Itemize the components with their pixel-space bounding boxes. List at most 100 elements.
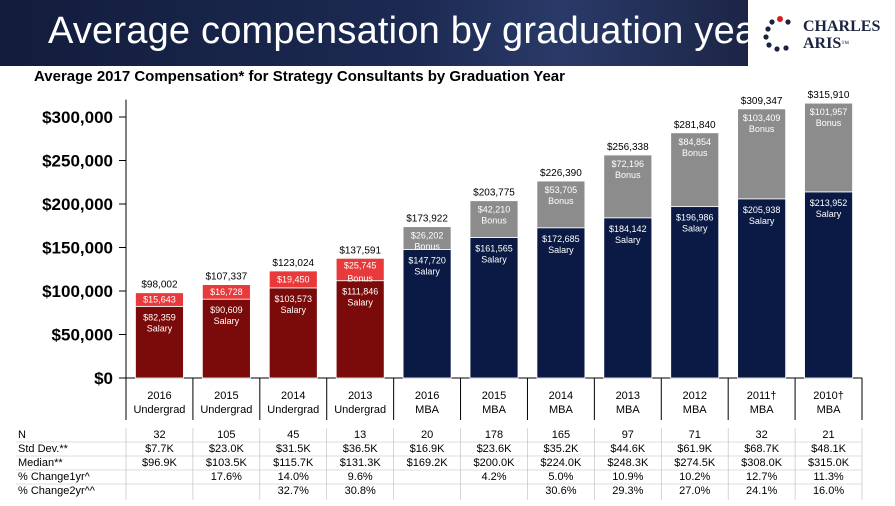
stats-cell: 21 xyxy=(822,429,834,441)
stats-cell: $169.2K xyxy=(407,457,449,469)
salary-value-label: $147,720 xyxy=(408,255,446,265)
total-label: $173,922 xyxy=(406,214,448,225)
y-tick-label: $150,000 xyxy=(42,239,113,258)
stats-cell: 32 xyxy=(153,429,165,441)
bonus-word-label: Bonus xyxy=(347,273,373,283)
stats-cell: 24.1% xyxy=(746,485,777,497)
stats-cell: $248.3K xyxy=(607,457,649,469)
bonus-value-label: $26,202 xyxy=(411,231,444,241)
stats-cell: 32.7% xyxy=(278,485,309,497)
total-label: $203,775 xyxy=(473,188,515,199)
stats-cell: $16.9K xyxy=(410,443,446,455)
bonus-bar xyxy=(670,132,720,208)
stats-row-label: N xyxy=(18,429,26,441)
stats-cell: 165 xyxy=(552,429,570,441)
stats-row-label: Median** xyxy=(18,457,63,469)
stats-cell: 10.2% xyxy=(679,471,710,483)
y-tick-label: $100,000 xyxy=(42,282,113,301)
stats-cell: $35.2K xyxy=(543,443,579,455)
chart-title: Average 2017 Compensation* for Strategy … xyxy=(34,68,565,85)
bonus-bar xyxy=(335,257,385,282)
salary-bar xyxy=(670,206,720,379)
stats-cell: 97 xyxy=(622,429,634,441)
bonus-word-label: Bonus xyxy=(414,242,440,252)
logo-line1: CHARLES xyxy=(803,18,881,35)
stats-cell: 71 xyxy=(689,429,701,441)
y-tick-label: $300,000 xyxy=(42,108,113,127)
stats-cell: $115.7K xyxy=(273,457,314,469)
stats-cell: 11.3% xyxy=(813,471,844,483)
stats-row-label: Std Dev.** xyxy=(18,443,69,455)
bonus-value-label: $72,196 xyxy=(612,159,645,169)
slide-title: Average compensation by graduation year xyxy=(48,10,770,52)
bonus-bar xyxy=(536,180,586,229)
stats-cell: 30.6% xyxy=(545,485,576,497)
category-year-label: 2010† xyxy=(813,390,844,402)
stats-cell: $44.6K xyxy=(610,443,646,455)
stats-cell: 20 xyxy=(421,429,433,441)
category-year-label: 2015 xyxy=(214,390,238,402)
stats-cell: 4.2% xyxy=(481,471,506,483)
stats-cell: $200.0K xyxy=(474,457,516,469)
total-label: $315,910 xyxy=(808,90,850,101)
total-label: $309,347 xyxy=(741,96,783,107)
stats-cell: $23.6K xyxy=(477,443,513,455)
category-type-label: MBA xyxy=(415,404,440,416)
stats-cell: $36.5K xyxy=(343,443,379,455)
category-type-label: Undergrad xyxy=(200,404,252,416)
salary-word-label: Salary xyxy=(414,266,440,276)
salary-bar xyxy=(402,249,452,379)
total-label: $256,338 xyxy=(607,142,649,153)
stats-cell: 13 xyxy=(354,429,366,441)
company-logo: CHARLES ARIS™ xyxy=(760,14,890,58)
category-year-label: 2012 xyxy=(682,390,706,402)
bonus-value-label: $15,643 xyxy=(143,295,176,305)
category-year-label: 2013 xyxy=(348,390,372,402)
bonus-value-label: $101,957 xyxy=(810,107,848,117)
salary-value-label: $103,573 xyxy=(274,294,312,304)
salary-value-label: $196,986 xyxy=(676,213,714,223)
bonus-word-label: Bonus xyxy=(548,196,574,206)
stats-cell: $308.0K xyxy=(741,457,783,469)
total-label: $123,024 xyxy=(272,258,314,269)
salary-value-label: $111,846 xyxy=(342,287,378,297)
stats-cell: 29.3% xyxy=(612,485,643,497)
bonus-value-label: $16,728 xyxy=(210,287,243,297)
total-label: $281,840 xyxy=(674,120,716,131)
bonus-bar xyxy=(603,154,653,219)
category-year-label: 2014 xyxy=(549,390,573,402)
bonus-bar xyxy=(737,108,787,200)
y-tick-label: $200,000 xyxy=(42,195,113,214)
category-year-label: 2016 xyxy=(147,390,171,402)
stats-cell: $96.9K xyxy=(142,457,178,469)
total-label: $137,591 xyxy=(339,245,381,256)
category-type-label: MBA xyxy=(482,404,507,416)
salary-bar xyxy=(268,287,318,379)
stats-cell: $224.0K xyxy=(540,457,582,469)
salary-word-label: Salary xyxy=(481,254,507,264)
bonus-bar xyxy=(804,102,853,193)
stats-cell: 9.6% xyxy=(348,471,373,483)
category-type-label: MBA xyxy=(616,404,641,416)
category-type-label: MBA xyxy=(549,404,574,416)
salary-word-label: Salary xyxy=(347,298,373,308)
category-year-label: 2015 xyxy=(482,390,506,402)
salary-bar xyxy=(469,237,519,379)
total-label: $107,337 xyxy=(206,272,248,283)
category-year-label: 2013 xyxy=(616,390,640,402)
stats-cell: $48.1K xyxy=(811,443,847,455)
y-tick-label: $250,000 xyxy=(42,152,113,171)
stats-row-label: % Change2yr^^ xyxy=(18,485,96,497)
salary-word-label: Salary xyxy=(615,235,641,245)
salary-word-label: Salary xyxy=(147,323,173,333)
stats-cell: 17.6% xyxy=(211,471,242,483)
salary-value-label: $184,142 xyxy=(609,224,647,234)
stats-cell: 14.0% xyxy=(278,471,309,483)
salary-value-label: $82,359 xyxy=(143,312,176,322)
salary-word-label: Salary xyxy=(682,224,708,234)
bonus-word-label: Bonus xyxy=(481,216,507,226)
salary-word-label: Salary xyxy=(749,216,775,226)
bonus-word-label: Bonus xyxy=(749,124,775,134)
stats-cell: 32 xyxy=(756,429,768,441)
salary-bar xyxy=(804,191,853,379)
